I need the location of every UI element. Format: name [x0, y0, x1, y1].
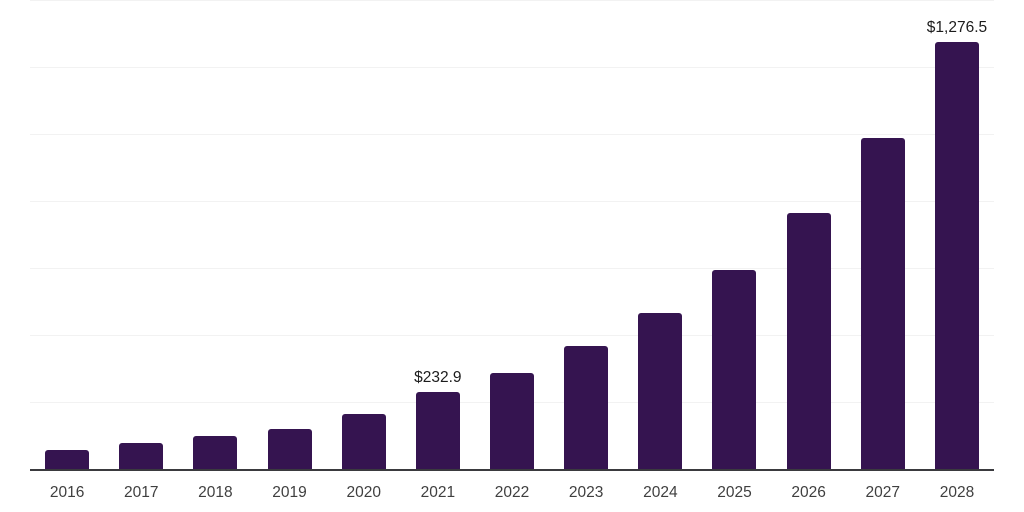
bar-slot [623, 312, 697, 470]
gridline [30, 0, 994, 1]
bar-slot [104, 442, 178, 470]
x-axis-labels: 2016 2017 2018 2019 2020 2021 2022 2023 2024 2025… [30, 483, 994, 502]
bar[interactable] [860, 138, 905, 470]
bar[interactable] [490, 372, 535, 470]
bar-slot [327, 414, 401, 470]
x-axis-tick-label: 2025 [717, 484, 752, 501]
x-axis-tick-label: 2017 [123, 484, 159, 501]
bar[interactable] [712, 269, 757, 470]
bar[interactable] [786, 213, 831, 470]
x-axis-tick-label: 2023 [568, 484, 604, 501]
bar-slot [846, 138, 920, 470]
bar[interactable] [193, 435, 238, 470]
plot-area: $232.9 $1,276.5 [30, 0, 994, 471]
bar-value-label: $232.9 [414, 368, 462, 386]
x-axis-tick-label: 2021 [420, 484, 456, 501]
gridline [30, 268, 994, 269]
bar[interactable] [564, 346, 609, 470]
bar[interactable] [341, 414, 386, 470]
bar[interactable] [267, 428, 312, 470]
bar-slot [697, 269, 771, 470]
bar-slot [772, 213, 846, 470]
bar-slot [252, 428, 326, 470]
bar[interactable] [638, 312, 683, 470]
x-axis-tick-label: 2027 [865, 484, 901, 501]
bar-value-label: $1,276.5 [926, 19, 988, 37]
gridline [30, 335, 994, 336]
bars-container: $232.9 $1,276.5 [30, 1, 994, 470]
x-axis-line [30, 469, 994, 471]
x-axis-tick-label: 2022 [494, 484, 530, 501]
bar[interactable] [119, 442, 164, 470]
x-axis-tick-label: 2020 [346, 484, 381, 501]
bar-slot: $1,276.5 [920, 19, 994, 470]
bar-slot: $232.9 [401, 369, 475, 470]
bar-slot [30, 449, 104, 470]
bar[interactable] [415, 391, 460, 470]
bar-slot [549, 346, 623, 470]
x-axis-tick-label: 2026 [791, 484, 826, 501]
bar[interactable] [934, 42, 979, 470]
bar-slot [475, 372, 549, 470]
x-axis-tick-label: 2018 [198, 484, 233, 501]
gridline [30, 134, 994, 135]
gridline [30, 67, 994, 68]
x-axis-tick-label: 2024 [643, 484, 678, 501]
x-axis-tick-label: 2019 [272, 484, 307, 501]
gridline [30, 201, 994, 202]
bar[interactable] [45, 449, 90, 470]
bar-slot [178, 435, 252, 470]
x-axis-tick-label: 2016 [49, 484, 85, 501]
x-axis-tick-label: 2028 [939, 484, 975, 501]
